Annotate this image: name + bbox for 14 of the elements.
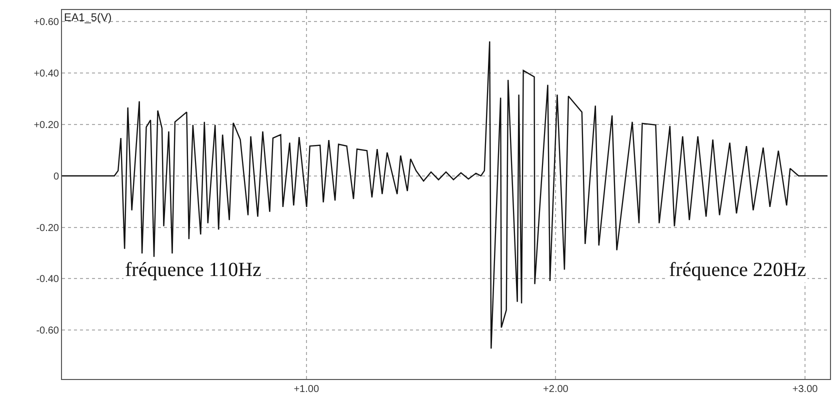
y-axis-title: EA1_5(V)	[64, 12, 112, 24]
y-tick-label: +0.40	[34, 68, 60, 80]
y-tick-label: 0	[53, 171, 60, 182]
y-tick-label: -0.20	[36, 222, 60, 234]
y-tick-label: -0.60	[36, 326, 60, 337]
y-tick-label: +0.60	[34, 17, 60, 28]
y-tick-label: +0.20	[34, 120, 60, 131]
line-series	[62, 40, 828, 350]
annotation: fréquence 220Hz	[669, 259, 806, 281]
annotation: fréquence 110Hz	[125, 259, 262, 281]
y-tick-label: -0.40	[36, 274, 60, 286]
x-tick-label: +2.00	[543, 384, 569, 395]
x-tick-label: +3.00	[792, 384, 818, 395]
x-tick-label: +1.00	[294, 384, 320, 395]
